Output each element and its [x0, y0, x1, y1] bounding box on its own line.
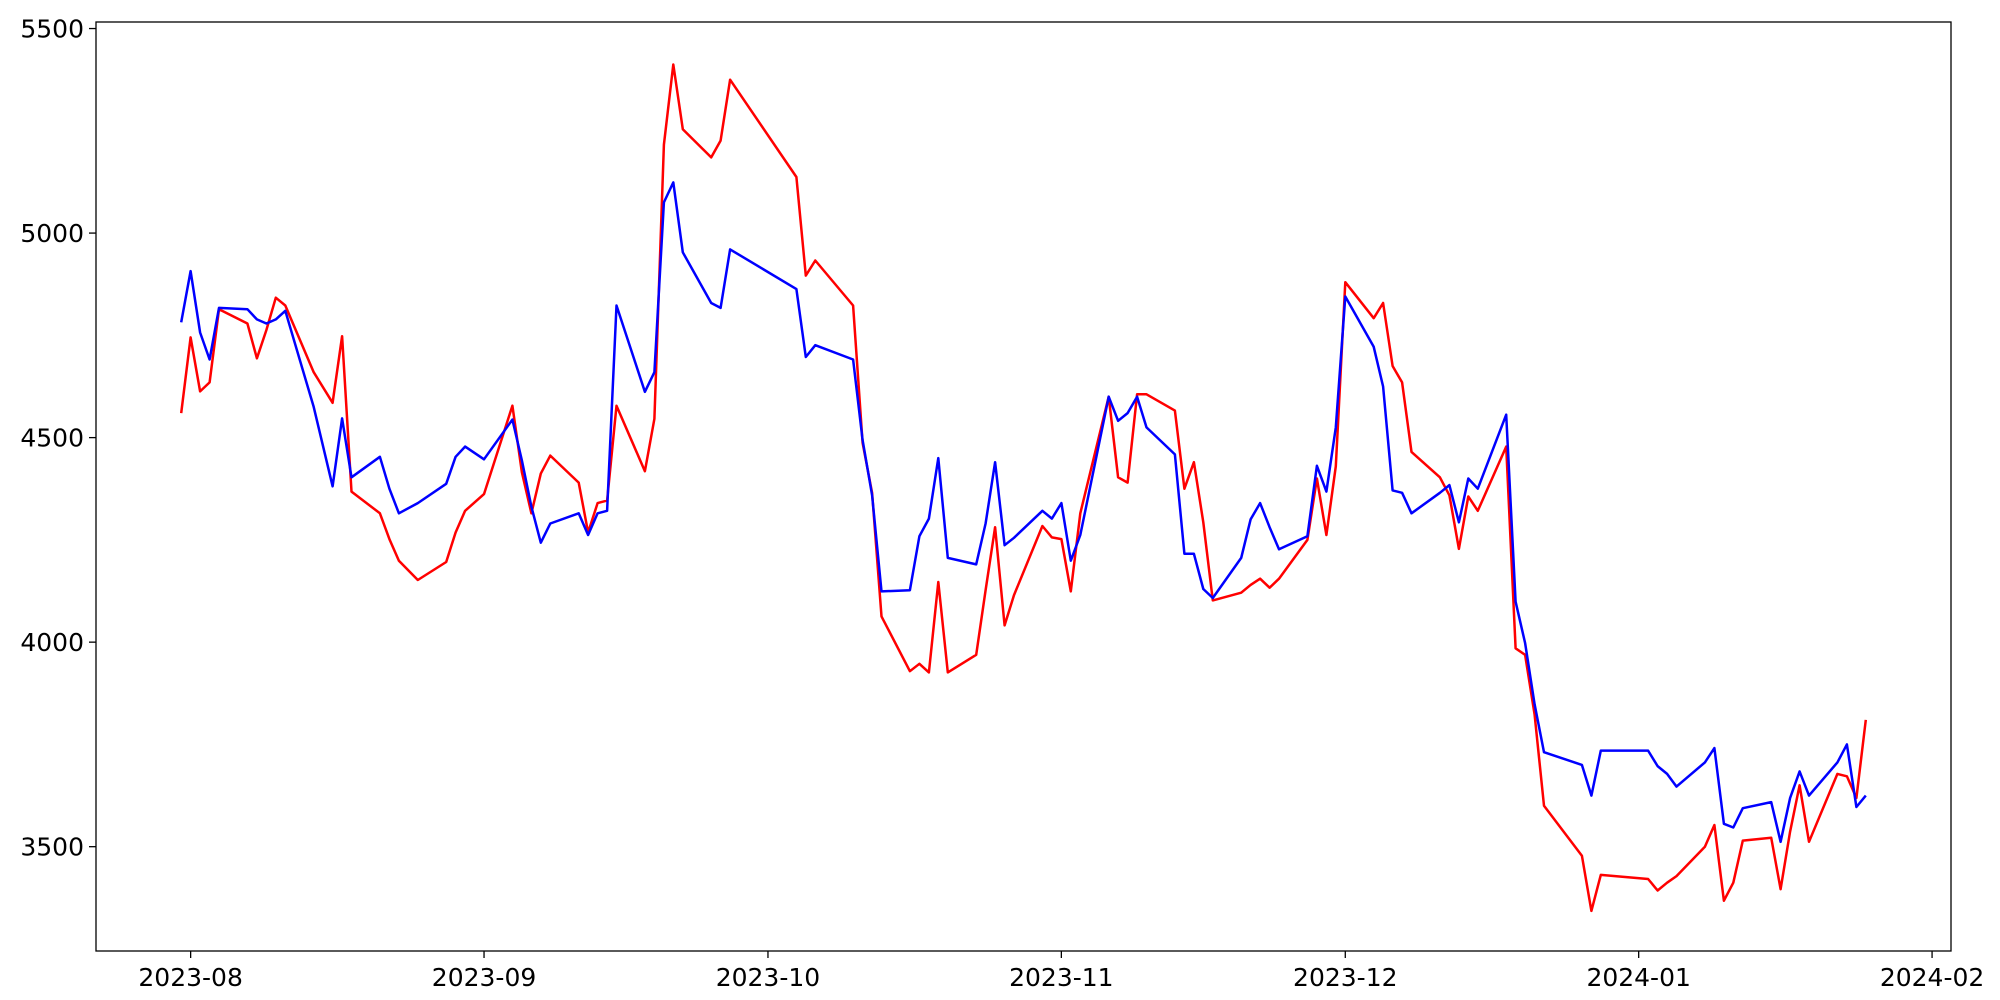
x-tick-label: 2024-02	[1880, 963, 1984, 992]
x-tick-label: 2023-10	[716, 963, 820, 992]
y-tick-label: 3500	[20, 833, 84, 862]
y-tick-label: 5000	[20, 219, 84, 248]
y-tick-label: 5500	[20, 15, 84, 44]
plot-frame	[95, 21, 1952, 952]
x-tick-label: 2023-12	[1293, 963, 1397, 992]
series-line	[179, 181, 1867, 844]
x-tick-label: 2023-11	[1009, 963, 1113, 992]
series-line	[179, 63, 1868, 913]
x-tick-label: 2023-09	[432, 963, 536, 992]
x-tick-label: 2024-01	[1586, 963, 1690, 992]
y-tick-label: 4000	[20, 628, 84, 657]
x-tick-label: 2023-08	[138, 963, 242, 992]
y-tick-label: 4500	[20, 424, 84, 453]
